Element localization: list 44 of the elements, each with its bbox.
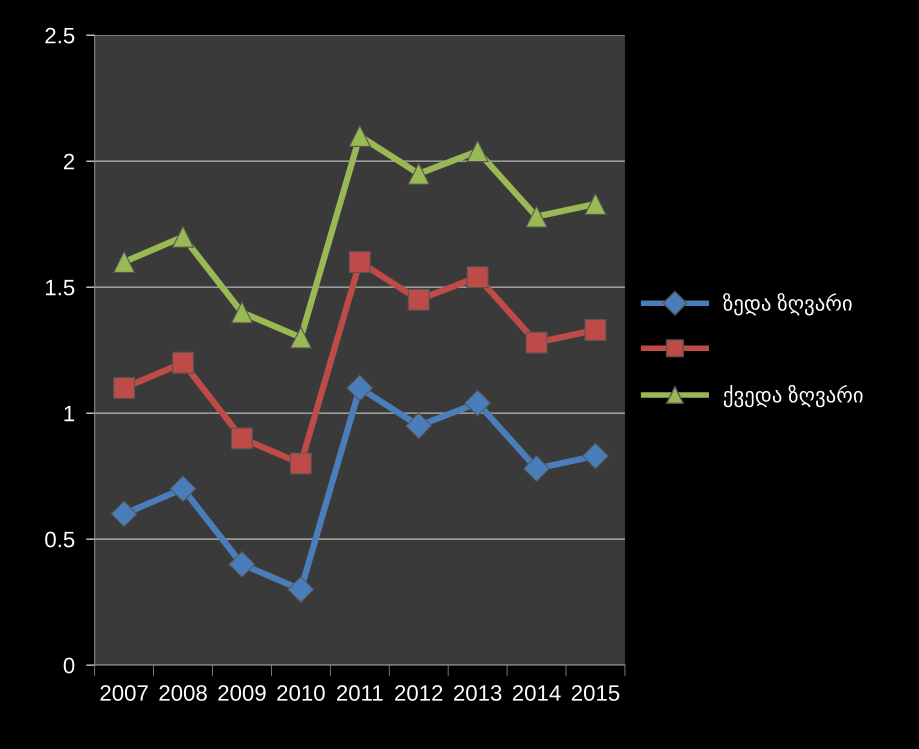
point [405, 412, 432, 440]
y-tick-label: 0 [64, 658, 74, 674]
point [113, 376, 136, 399]
point [230, 427, 253, 450]
point [582, 442, 609, 470]
point [466, 140, 489, 162]
x-tick-label: 2012 [395, 685, 442, 701]
y-tick-label: 2.5 [45, 28, 74, 44]
x-tick-label: 2013 [454, 685, 502, 701]
point [228, 551, 256, 578]
point [346, 374, 374, 402]
point [408, 288, 430, 311]
point [523, 455, 550, 482]
point [464, 390, 491, 416]
point [584, 319, 606, 341]
x-tick-label: 2007 [100, 685, 148, 701]
x-tick-label: 2015 [572, 685, 620, 701]
point [348, 125, 371, 147]
x-tick-label: 2009 [218, 685, 266, 701]
legend-label: ზედა ზღვარი [723, 293, 852, 316]
point [113, 251, 136, 273]
y-tick-label: 0.5 [45, 532, 74, 548]
point [584, 193, 606, 215]
point [170, 475, 196, 502]
y-tick-label: 1 [64, 406, 74, 422]
point [526, 332, 548, 354]
point [288, 576, 314, 603]
y-tick-label: 2 [64, 154, 74, 170]
point [348, 251, 371, 273]
point [408, 162, 430, 185]
x-tick-label: 2008 [159, 685, 207, 701]
y-tick-label: 1.5 [46, 280, 74, 296]
legend-label: ქვედა ზღვარი [724, 384, 863, 408]
x-tick-label: 2011 [337, 685, 383, 701]
x-tick-label: 2010 [277, 685, 325, 701]
point [172, 352, 194, 374]
point [290, 452, 312, 475]
point [290, 326, 312, 349]
x-tick-label: 2014 [512, 685, 561, 701]
point [466, 266, 489, 288]
point [230, 301, 253, 324]
point [110, 500, 138, 528]
point [526, 206, 548, 228]
point [172, 226, 194, 248]
